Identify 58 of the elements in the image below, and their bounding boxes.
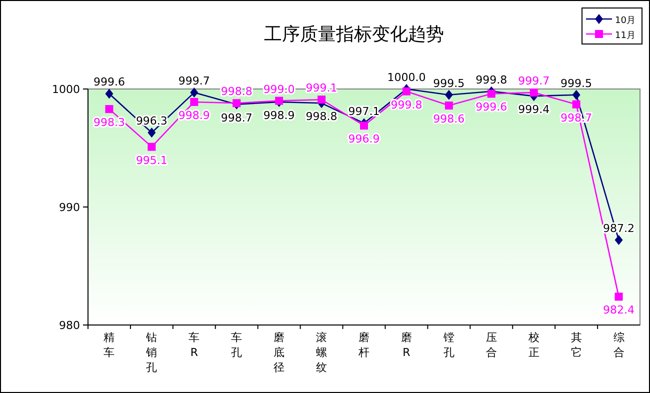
- point: [105, 88, 114, 99]
- point: [318, 96, 326, 104]
- x-tick-label: 磨杆: [358, 331, 370, 359]
- y-tick-label: 980: [59, 319, 80, 332]
- x-tick-label: 磨R: [400, 331, 412, 359]
- data-label: 996.9: [348, 132, 380, 146]
- x-tick-label: 钻销孔: [145, 331, 158, 374]
- x-tick-label: 滚螺纹: [316, 331, 328, 374]
- data-label: 982.4: [603, 304, 635, 317]
- data-label: 1000.0: [387, 71, 426, 84]
- data-label: 999.5: [433, 76, 465, 90]
- data-label: 999.4: [518, 103, 550, 116]
- x-tick-label: 综合: [613, 331, 624, 359]
- point: [444, 102, 453, 110]
- point: [148, 128, 156, 138]
- x-tick-label: 磨底径: [274, 331, 285, 374]
- x-tick-label: 校正: [527, 331, 540, 359]
- point: [148, 142, 156, 151]
- point: [105, 105, 114, 114]
- data-label: 999.7: [178, 74, 210, 88]
- x-tick-label: 其它: [570, 331, 582, 359]
- data-label: 998.6: [433, 112, 465, 126]
- data-label: 995.1: [136, 154, 168, 167]
- point: [487, 90, 496, 98]
- point: [402, 87, 410, 96]
- point: [444, 90, 453, 100]
- data-label: 999.8: [476, 73, 508, 86]
- y-tick-label: 990: [59, 201, 80, 214]
- data-label: 998.8: [220, 85, 252, 98]
- data-label: 998.7: [220, 111, 252, 124]
- data-label: 999.7: [518, 74, 550, 88]
- point: [530, 88, 538, 97]
- point: [190, 88, 198, 98]
- data-label: 999.1: [306, 82, 338, 95]
- point: [360, 122, 368, 130]
- chart-title: 工序质量指标变化趋势: [264, 24, 444, 45]
- data-label: 999.5: [560, 76, 592, 90]
- y-tick-label: 1000: [52, 83, 80, 96]
- x-tick-label: 车孔: [231, 331, 242, 359]
- data-label: 999.0: [263, 82, 295, 96]
- data-label: 997.1: [348, 105, 380, 118]
- point: [572, 100, 580, 108]
- data-label: 999.8: [390, 98, 422, 112]
- data-label: 998.3: [93, 116, 125, 130]
- x-tick-label: 压合: [486, 331, 497, 359]
- point: [614, 292, 623, 301]
- data-label: 998.8: [306, 110, 338, 124]
- legend-label: 11月: [615, 31, 636, 41]
- point: [190, 98, 198, 106]
- data-label: 998.9: [263, 108, 295, 122]
- legend-label: 10月: [615, 16, 636, 26]
- x-tick-label: 车R: [188, 331, 200, 359]
- x-tick-label: 镗孔: [442, 331, 454, 359]
- data-label: 999.6: [93, 76, 125, 89]
- point: [572, 90, 580, 100]
- data-label: 999.6: [476, 100, 508, 114]
- x-tick-label: 精车: [104, 331, 115, 359]
- point: [614, 235, 623, 246]
